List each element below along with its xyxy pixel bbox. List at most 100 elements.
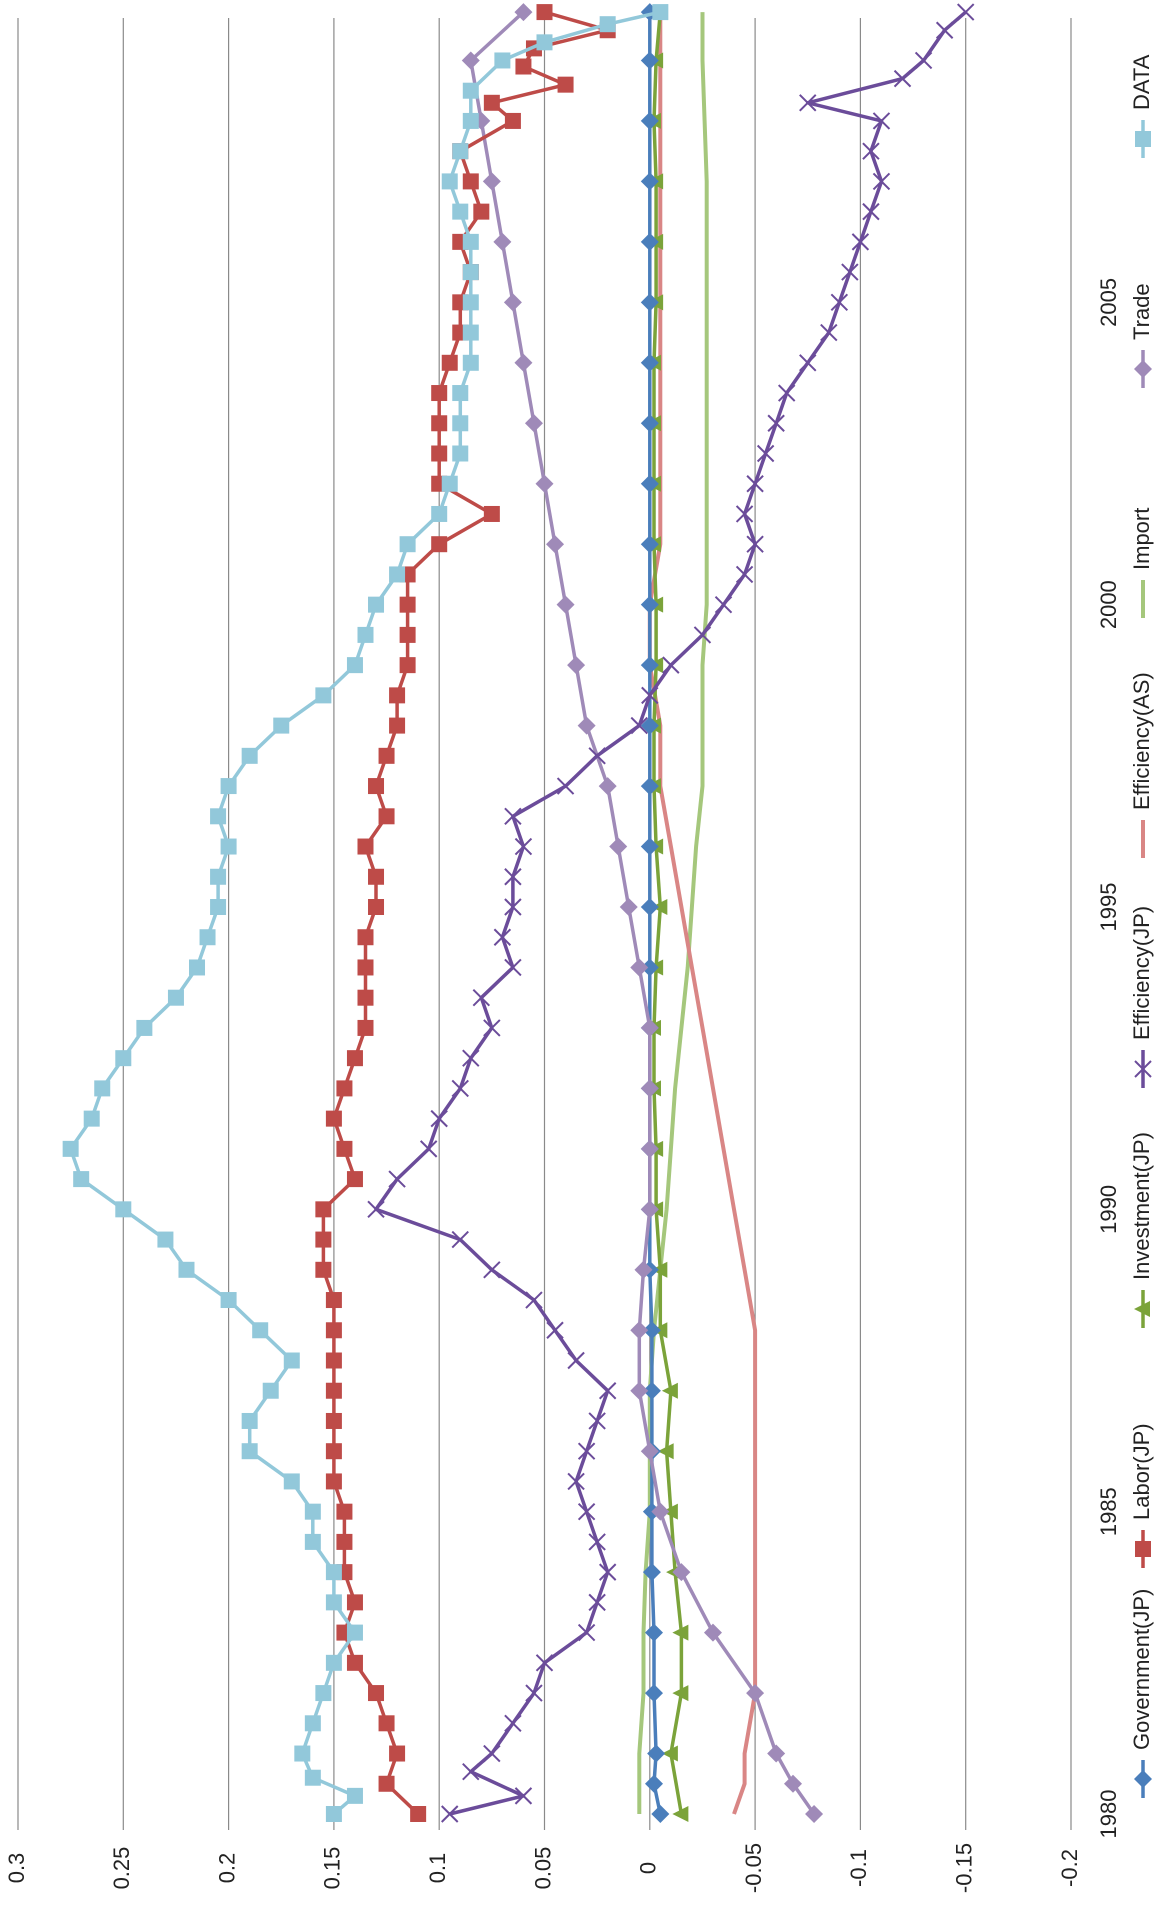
year-tick-label: 1990 [1096, 1185, 1121, 1234]
data-point [514, 837, 533, 856]
data-point [536, 34, 553, 51]
legend-label: Efficiency(AS) [1129, 672, 1154, 810]
data-point [325, 1594, 342, 1611]
data-point [820, 323, 838, 342]
data-point [504, 898, 522, 916]
data-point [346, 1050, 363, 1067]
data-point [657, 1443, 674, 1460]
data-point [525, 1684, 543, 1702]
data-point [336, 1140, 353, 1157]
year-tick-label: 1995 [1096, 883, 1121, 932]
legend-marker [1135, 131, 1151, 147]
data-point [325, 1292, 342, 1309]
data-point [651, 1805, 670, 1823]
data-point [315, 1231, 332, 1248]
data-point [94, 1080, 111, 1097]
data-point [557, 76, 574, 93]
data-point [441, 1805, 459, 1823]
data-point [546, 1321, 564, 1339]
data-point [336, 1080, 353, 1097]
data-point [431, 505, 448, 522]
data-point [452, 385, 469, 402]
data-point [935, 21, 954, 39]
data-point [389, 717, 406, 734]
data-point [483, 1019, 501, 1037]
data-point [252, 1322, 269, 1339]
legend-item: DATA [1129, 54, 1154, 158]
series-line [469, 10, 816, 1816]
series-line [648, 12, 663, 1815]
data-point [672, 1685, 689, 1702]
data-point [199, 929, 216, 946]
data-point [262, 1382, 279, 1399]
data-point [647, 1744, 666, 1763]
data-point [914, 51, 933, 70]
data-point [630, 716, 648, 735]
legend-item: Labor(JP) [1129, 1423, 1154, 1568]
data-point [325, 1110, 342, 1127]
value-axis-tick-labels: 0.3 0.25 0.2 0.15 0.1 0.05 0 -0.05 -0.1 -0.15 -0.2 [4, 1843, 1082, 1893]
data-point [767, 1744, 786, 1763]
data-point [504, 868, 522, 886]
data-point [672, 1806, 689, 1822]
data-point [588, 747, 606, 765]
data-point [872, 172, 891, 191]
value-tick-label: 0.1 [425, 1853, 450, 1884]
data-point [640, 1139, 659, 1158]
data-point [273, 717, 290, 734]
data-point [462, 173, 479, 190]
data-point [357, 1019, 374, 1036]
data-point [640, 474, 659, 493]
legend-label: DATA [1129, 54, 1154, 110]
data-point [672, 1624, 689, 1641]
data-point [862, 202, 880, 221]
year-axis-tick-labels: 1980 1985 1990 1995 2000 2005 [1096, 278, 1121, 1839]
data-point [640, 837, 659, 856]
data-point [642, 1381, 661, 1400]
value-tick-label: -0.15 [952, 1843, 977, 1893]
data-point [451, 1230, 469, 1249]
data-point [315, 1685, 332, 1702]
data-point [577, 716, 596, 735]
data-point [630, 958, 649, 977]
data-point [304, 1503, 321, 1520]
data-point [504, 112, 521, 129]
data-point [640, 353, 659, 372]
data-point [634, 1260, 653, 1279]
data-point [357, 929, 374, 946]
legend-label: Government(JP) [1129, 1589, 1154, 1750]
data-point [73, 1171, 90, 1188]
data-point [640, 898, 659, 916]
data-point [598, 777, 617, 796]
data-point [640, 535, 659, 554]
data-point [640, 777, 659, 796]
data-point [893, 69, 912, 88]
data-point [304, 1769, 321, 1786]
data-point [473, 203, 490, 220]
data-point [642, 1563, 661, 1582]
value-tick-label: 0.25 [109, 1847, 134, 1890]
data-point [872, 112, 891, 130]
data-point [577, 1623, 596, 1642]
data-point [346, 1654, 363, 1671]
data-point [504, 1714, 522, 1733]
data-point [452, 143, 469, 160]
data-point [472, 988, 491, 1007]
data-point [410, 1806, 427, 1822]
data-point [283, 1352, 300, 1369]
data-point [452, 415, 469, 432]
data-point [556, 777, 575, 795]
legend-marker [1134, 1301, 1150, 1317]
data-point [62, 1140, 79, 1157]
data-point [777, 384, 796, 402]
data-point [567, 1472, 585, 1491]
data-point [462, 233, 479, 250]
data-point [378, 1775, 395, 1792]
data-point [431, 445, 448, 462]
data-point [640, 1079, 659, 1098]
data-point [220, 838, 237, 855]
data-point [389, 566, 406, 583]
series-Trade [461, 3, 824, 1823]
data-point [430, 1109, 448, 1128]
data-point [672, 1563, 691, 1582]
